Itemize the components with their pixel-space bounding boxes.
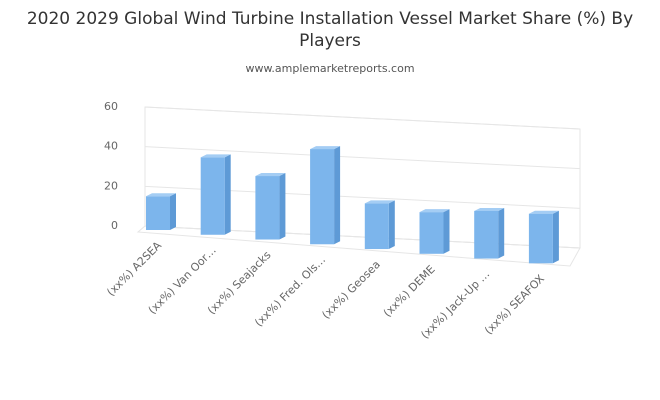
x-tick-label: (xx%) Seajacks [205,248,274,317]
bar-side [388,200,395,250]
bar [310,149,335,245]
bar-top [474,207,505,211]
bar-top [146,193,176,197]
x-tick-label: (xx%) SEAFOX [482,272,547,337]
bar [200,157,225,235]
chart-title: 2020 2029 Global Wind Turbine Installati… [26,9,634,51]
bar [474,210,499,259]
x-tick-label: (xx%) A2SEA [104,239,164,299]
y-tick-label: 40 [104,140,118,153]
x-tick-label: (xx%) DEME [381,263,438,320]
bar-top [255,173,286,177]
bar [419,212,444,254]
bar-top [419,209,450,213]
grid-line [144,146,581,170]
bar-side [443,209,450,254]
chart-subtitle: www.amplemarketreports.com [245,62,415,75]
bar-side [334,146,341,245]
bar [146,196,170,230]
y-tick-label: 20 [104,179,118,192]
bar-top [200,154,231,158]
bar-side [170,193,176,230]
bar-side [498,207,505,259]
bar [364,203,389,250]
bar [528,213,553,264]
grid-line [144,106,581,130]
x-tick-label: (xx%) Geosea [319,258,383,322]
y-tick-label: 0 [111,219,118,232]
bar-side [552,210,559,264]
y-tick-label: 60 [104,100,118,113]
bar-top [528,210,559,214]
bar-side [279,173,286,240]
bar [255,176,280,240]
bar-side [224,154,231,235]
bar-top [364,200,395,204]
bar-top [310,146,341,150]
